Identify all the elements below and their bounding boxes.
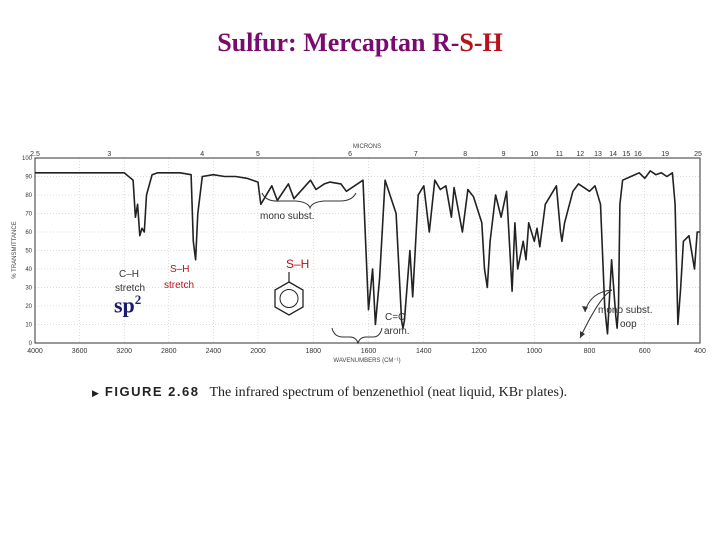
- sh-structure-label: S–H: [286, 257, 309, 271]
- figure-caption: ▶ FIGURE 2.68 The infrared spectrum of ben…: [92, 384, 567, 401]
- micron-tick-label: 5: [256, 151, 260, 158]
- y-tick-label: 90: [25, 175, 32, 181]
- micron-tick-label: 9: [502, 151, 506, 158]
- micron-tick-label: 8: [463, 151, 467, 158]
- x-tick-label: 2000: [250, 348, 266, 355]
- y-axis-label: % TRANSMITTANCE: [12, 221, 18, 278]
- ch-stretch-sublabel: stretch: [115, 283, 145, 294]
- micron-tick-label: 11: [556, 151, 563, 158]
- y-tick-label: 30: [25, 286, 32, 292]
- oop-arrowhead-1: [582, 306, 588, 312]
- x-tick-label: 1800: [305, 348, 321, 355]
- micron-tick-label: 6: [348, 151, 352, 158]
- caption-text: The infrared spectrum of benzenethiol (n…: [209, 385, 568, 400]
- y-tick-label: 0: [29, 341, 33, 347]
- cc-arom-label: C=C: [385, 312, 405, 323]
- x-tick-label: 600: [639, 348, 651, 355]
- x-tick-label: 1200: [471, 348, 487, 355]
- micron-tick-label: 16: [634, 151, 642, 158]
- cc-arom-sublabel: arom.: [384, 326, 410, 337]
- micron-tick-label: 3: [107, 151, 111, 158]
- micron-tick-label: 2.5: [30, 151, 40, 158]
- oop-sublabel: oop: [620, 319, 637, 330]
- slide-title: Sulfur: Mercaptan R-S-H: [0, 28, 720, 58]
- y-tick-labels: 0 10 20 30 40 50 60 70 80 90 100: [22, 156, 33, 347]
- benzene-ring-icon: [274, 272, 304, 316]
- x-tick-label: 1400: [416, 348, 432, 355]
- title-prefix: Sulfur: Mercaptan R-: [217, 28, 460, 57]
- x-axis-label: WAVENUMBERS (CM⁻¹): [333, 358, 400, 364]
- chart-frame: [34, 157, 701, 344]
- sp2-label: sp2: [114, 292, 141, 318]
- y-tick-label: 50: [25, 249, 32, 255]
- y-tick-label: 80: [25, 193, 32, 199]
- x-tick-label: 1000: [526, 348, 542, 355]
- x-tick-label: 400: [694, 348, 706, 355]
- caption-arrow-icon: ▶: [92, 388, 99, 398]
- sh-stretch-label: S–H: [170, 264, 189, 275]
- x-tick-label: 1600: [361, 348, 377, 355]
- sp2-superscript: 2: [134, 292, 142, 307]
- x-tick-label: 2800: [161, 348, 177, 355]
- oop-arrowhead-2: [580, 331, 585, 338]
- micron-tick-label: 13: [594, 151, 602, 158]
- micron-tick-labels: 2.5 3 4 5 6 7 8 9 10 11 12 13 14 15 16 19 25: [30, 151, 702, 158]
- ch-stretch-label: C–H: [119, 269, 139, 280]
- cc-arom-bracket: [331, 327, 383, 345]
- sh-stretch-sublabel: stretch: [164, 280, 194, 291]
- micron-tick-label: 14: [609, 151, 617, 158]
- y-tick-label: 100: [22, 156, 33, 162]
- micron-tick-label: 7: [414, 151, 418, 158]
- x-tick-labels: 4000 3600 3200 2800 2400 2000 1800 1600 1400 1200…: [27, 348, 706, 355]
- y-tick-label: 40: [25, 267, 32, 273]
- y-tick-label: 70: [25, 212, 32, 218]
- micron-tick-label: 25: [694, 151, 702, 158]
- x-tick-label: 3200: [116, 348, 132, 355]
- mono-subst-bracket: [261, 192, 357, 210]
- oop-arrow-2: [579, 289, 613, 339]
- title-sh: S-H: [459, 28, 503, 57]
- x-tick-label: 4000: [27, 348, 43, 355]
- spectrum-line: [35, 170, 700, 335]
- y-tick-label: 20: [25, 304, 32, 310]
- oop-label: mono subst.: [598, 305, 652, 316]
- micron-tick-label: 19: [661, 151, 669, 158]
- micron-tick-label: 15: [622, 151, 630, 158]
- x-tick-label: 2400: [206, 348, 222, 355]
- micron-tick-label: 4: [200, 151, 204, 158]
- top-axis-label: MICRONS: [353, 144, 381, 150]
- mono-subst-label: mono subst.: [260, 211, 314, 222]
- micron-tick-label: 10: [530, 151, 538, 158]
- y-tick-label: 60: [25, 230, 32, 236]
- y-tick-label: 10: [25, 323, 32, 329]
- micron-tick-label: 12: [576, 151, 584, 158]
- sp2-base: sp: [114, 292, 135, 318]
- x-tick-label: 800: [584, 348, 596, 355]
- x-tick-label: 3600: [72, 348, 88, 355]
- caption-figure-label: FIGURE 2.68: [104, 384, 200, 399]
